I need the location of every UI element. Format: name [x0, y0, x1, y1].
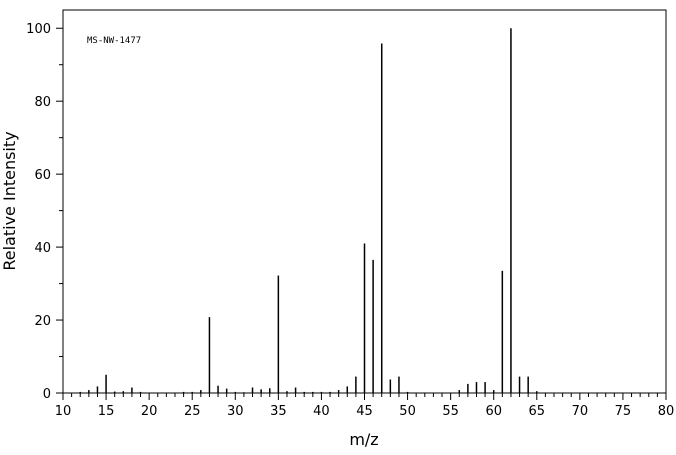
x-tick-label: 60 [485, 404, 502, 419]
y-tick-label: 40 [34, 241, 51, 256]
y-axis: 0 20 40 60 80 100 [26, 22, 63, 402]
x-tick-label: 10 [55, 404, 72, 419]
x-tick-label: 70 [572, 404, 589, 419]
x-tick-label: 25 [184, 404, 201, 419]
x-tick-label: 35 [270, 404, 287, 419]
y-tick-label: 0 [43, 387, 51, 402]
y-tick-label: 20 [34, 314, 51, 329]
y-tick-label: 100 [26, 22, 51, 37]
x-tick-label: 45 [356, 404, 373, 419]
bar-series [79, 28, 538, 393]
x-tick-label: 40 [313, 404, 330, 419]
x-tick-label: 65 [529, 404, 546, 419]
x-axis: 10 15 20 25 30 35 40 45 50 55 60 65 70 75 80 [55, 393, 675, 419]
x-tick-label: 15 [98, 404, 115, 419]
x-tick-label: 80 [658, 404, 675, 419]
spectrum-id-annotation: MS-NW-1477 [87, 36, 141, 46]
x-axis-title: m/z [349, 430, 378, 449]
x-tick-label: 30 [227, 404, 244, 419]
y-axis-title: Relative Intensity [0, 131, 19, 270]
x-tick-label: 55 [442, 404, 459, 419]
x-tick-label: 50 [399, 404, 416, 419]
y-tick-label: 80 [34, 95, 51, 110]
y-tick-label: 60 [34, 168, 51, 183]
x-tick-label: 20 [141, 404, 158, 419]
x-tick-label: 75 [615, 404, 632, 419]
